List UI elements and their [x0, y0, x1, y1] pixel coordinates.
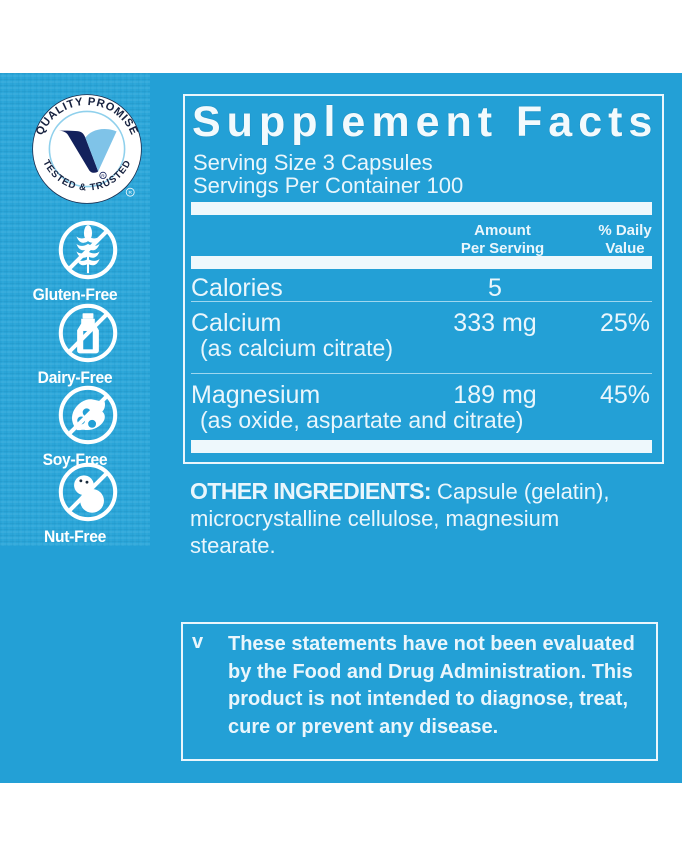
svg-text:R: R: [128, 190, 132, 196]
svg-text:R: R: [101, 173, 105, 179]
